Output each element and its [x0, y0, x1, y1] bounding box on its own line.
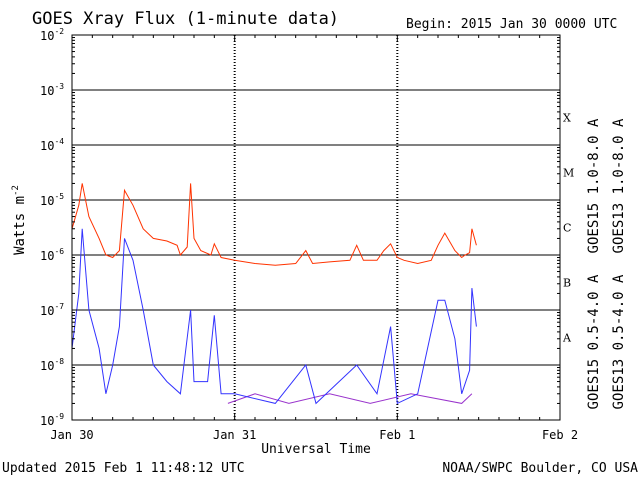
y-tick-label: 10-2 — [40, 27, 64, 43]
y-tick-label: 10-4 — [40, 137, 64, 153]
legend-entry: GOES13 1.0-8.0 A — [611, 118, 627, 253]
flare-class-label: X — [563, 112, 571, 125]
legend: GOES15 1.0-8.0 A GOES13 1.0-8.0 A GOES15 0… — [586, 118, 627, 409]
x-tick-label: Jan 31 — [213, 428, 256, 442]
y-axis-label: Watts m-2 — [11, 185, 28, 255]
plot-frame — [71, 34, 561, 421]
x-tick-label: Feb 1 — [379, 428, 415, 442]
legend-entry: GOES15 1.0-8.0 A — [586, 118, 602, 253]
credit: NOAA/SWPC Boulder, CO USA — [442, 461, 638, 476]
flare-class-labels: X M C B A — [562, 112, 574, 345]
legend-entry: GOES15 0.5-4.0 A — [586, 274, 602, 409]
x-tick-label: Jan 30 — [50, 428, 93, 442]
y-tick-label: 10-5 — [40, 192, 64, 208]
grid-lines — [72, 89, 560, 366]
x-axis-ticks: Jan 30 Jan 31 Feb 1 Feb 2 — [50, 35, 578, 442]
series-layer — [71, 183, 477, 405]
chart-title: GOES Xray Flux (1-minute data) — [32, 9, 339, 29]
y-tick-label: 10-9 — [40, 412, 64, 428]
flare-class-label: M — [563, 167, 574, 180]
x-tick-label: Feb 2 — [542, 428, 578, 442]
day-dividers — [233, 35, 399, 420]
y-axis-label-text: Watts m — [12, 196, 28, 255]
legend-entry: GOES13 0.5-4.0 A — [611, 274, 627, 409]
y-tick-label: 10-7 — [40, 302, 64, 318]
y-tick-label: 10-8 — [40, 357, 64, 373]
series-line — [227, 393, 473, 404]
flare-class-label: C — [563, 222, 571, 235]
y-tick-label: 10-6 — [40, 247, 64, 263]
flare-class-label: A — [562, 332, 572, 345]
updated-time: Updated 2015 Feb 1 11:48:12 UTC — [2, 461, 245, 476]
y-tick-label: 10-3 — [40, 82, 64, 98]
begin-time: Begin: 2015 Jan 30 0000 UTC — [406, 17, 617, 32]
flare-class-label: B — [563, 277, 571, 290]
series-line — [71, 183, 477, 266]
y-axis-ticks: 10-9 10-8 10-7 10-6 10-5 10-4 10-3 10-2 — [40, 27, 560, 428]
x-axis-label: Universal Time — [261, 442, 371, 457]
series-line — [71, 228, 477, 405]
y-axis-label-exponent: -2 — [11, 185, 21, 196]
